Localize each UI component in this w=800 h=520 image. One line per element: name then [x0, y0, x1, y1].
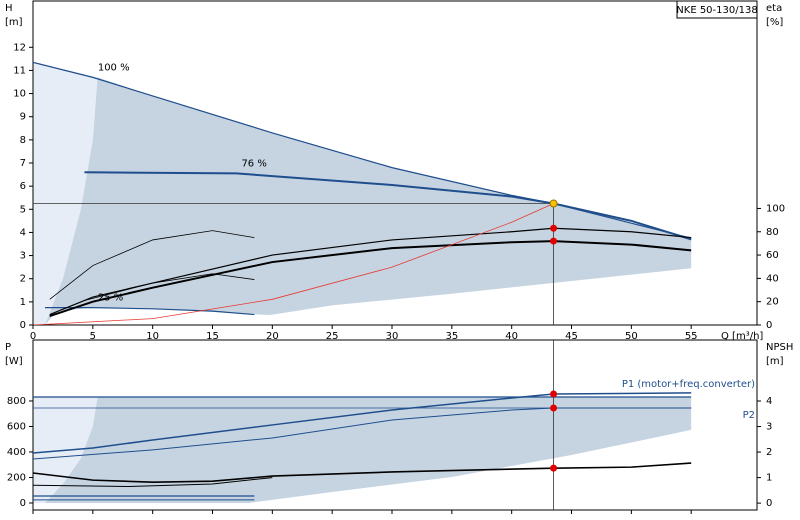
y2-tick-label: 100: [766, 203, 785, 214]
y-tick-label: 6: [20, 181, 26, 192]
x-tick-label: 40: [505, 331, 518, 342]
y2-tick-label: 0: [766, 498, 772, 509]
duty-point: [549, 199, 558, 208]
curve: [49, 230, 255, 300]
y2-tick-label: 80: [766, 227, 779, 238]
y-axis-label: P: [5, 342, 11, 353]
y-axis-unit: [W]: [5, 356, 23, 367]
y-tick-label: 3: [20, 251, 26, 262]
curve: [33, 477, 273, 488]
curve: [49, 227, 692, 316]
curve-label: 100 %: [98, 62, 130, 73]
y-tick-label: 600: [7, 421, 26, 432]
x-tick-label: 20: [266, 331, 279, 342]
curve: [84, 273, 255, 301]
duty-point: [550, 404, 558, 412]
curve: [84, 171, 692, 241]
x-tick-label: 45: [565, 331, 578, 342]
y2-axis-label: NPSH: [766, 342, 793, 353]
y2-tick-label: 40: [766, 273, 779, 284]
curve: [33, 203, 554, 325]
x-tick-label: 50: [625, 331, 638, 342]
operating-region: [44, 77, 692, 325]
y2-tick-label: 4: [766, 396, 772, 407]
x-axis-label: Q [m³/h]: [721, 331, 763, 342]
y-tick-label: 2: [20, 274, 26, 285]
y-tick-label: 800: [7, 396, 26, 407]
y2-tick-label: 60: [766, 250, 779, 261]
y-axis-label: H: [5, 3, 13, 14]
y-tick-label: 7: [20, 158, 26, 169]
x-tick-label: 25: [326, 331, 339, 342]
plot-frame: [32, 339, 758, 511]
y2-axis-label: eta: [766, 3, 782, 14]
y-tick-label: 4: [20, 227, 26, 238]
y2-axis-unit: [%]: [766, 17, 783, 28]
y2-tick-label: 3: [766, 422, 772, 433]
y-tick-label: 1: [20, 297, 26, 308]
x-tick-label: 5: [90, 331, 96, 342]
curve: [33, 61, 692, 239]
curve: [49, 240, 692, 317]
y-tick-label: 8: [20, 135, 26, 146]
curve-label: P2: [743, 410, 755, 421]
x-tick-label: 30: [386, 331, 399, 342]
x-tick-label: 0: [30, 331, 36, 342]
y-tick-label: 12: [13, 42, 26, 53]
x-tick-label: 10: [146, 331, 159, 342]
y-tick-label: 9: [20, 112, 26, 123]
operating-region: [44, 397, 692, 503]
y2-tick-label: 0: [766, 320, 772, 331]
duty-point: [550, 464, 558, 472]
x-tick-label: 35: [445, 331, 458, 342]
y-tick-label: 11: [13, 65, 26, 76]
y-tick-label: 0: [20, 320, 26, 331]
curve: [33, 462, 692, 483]
curve-label: 76 %: [241, 158, 266, 169]
y2-tick-label: 20: [766, 297, 779, 308]
y2-tick-label: 2: [766, 447, 772, 458]
y-tick-label: 400: [7, 447, 26, 458]
y-tick-label: 0: [20, 498, 26, 509]
y-tick-label: 200: [7, 472, 26, 483]
operating-region: [33, 62, 98, 325]
duty-point: [550, 224, 558, 232]
curve-label: P1 (motor+freq.converter): [622, 379, 755, 390]
chart-title: NKE 50-130/138: [676, 5, 757, 16]
duty-point: [550, 390, 558, 398]
x-tick-label: 15: [206, 331, 219, 342]
duty-point: [550, 237, 558, 245]
y-tick-label: 5: [20, 204, 26, 215]
curve: [33, 392, 692, 454]
y2-axis-unit: [m]: [766, 356, 784, 367]
y2-tick-label: 1: [766, 473, 772, 484]
x-tick-label: 55: [685, 331, 698, 342]
y-axis-unit: [m]: [5, 17, 23, 28]
y-tick-label: 10: [13, 89, 26, 100]
title-box: [676, 0, 758, 19]
